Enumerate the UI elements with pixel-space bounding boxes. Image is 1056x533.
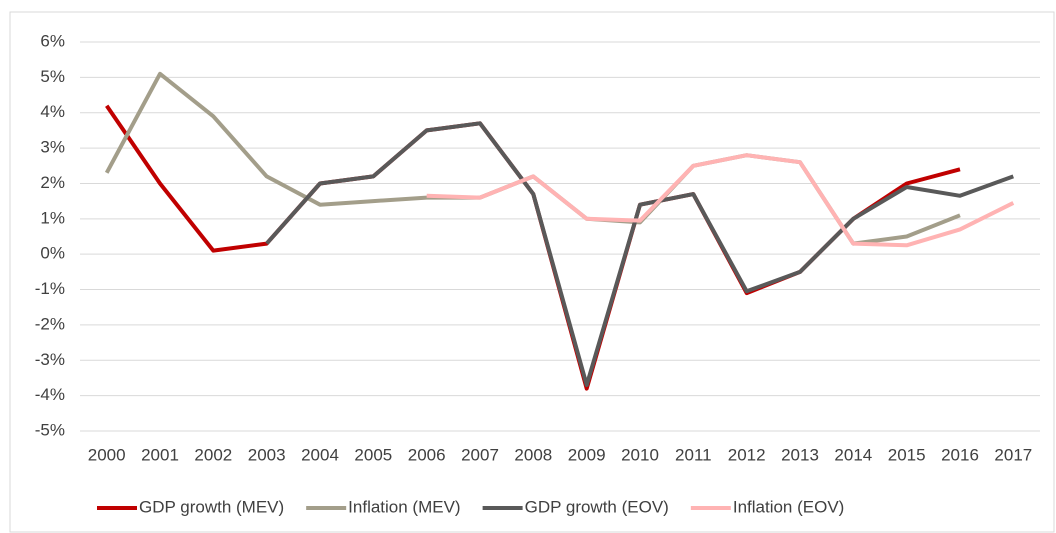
y-tick-label: -3% [35, 350, 65, 369]
y-tick-label: -2% [35, 314, 65, 333]
x-tick-label: 2017 [994, 445, 1032, 464]
x-tick-label: 2000 [88, 445, 126, 464]
x-tick-label: 2006 [408, 445, 446, 464]
y-tick-label: -5% [35, 420, 65, 439]
y-tick-label: 2% [40, 173, 65, 192]
y-tick-label: 4% [40, 102, 65, 121]
x-tick-label: 2010 [621, 445, 659, 464]
data-line [265, 121, 1014, 387]
data-line [426, 153, 1015, 248]
legend-label: Inflation (EOV) [733, 497, 845, 516]
x-tick-label: 2002 [194, 445, 232, 464]
x-tick-label: 2004 [301, 445, 339, 464]
x-tick-label: 2015 [888, 445, 926, 464]
x-tick-label: 2014 [834, 445, 872, 464]
y-tick-label: 1% [40, 208, 65, 227]
x-tick-label: 2009 [568, 445, 606, 464]
x-tick-label: 2001 [141, 445, 179, 464]
chart-frame [9, 11, 1055, 533]
legend-label: Inflation (MEV) [348, 497, 460, 516]
y-tick-label: 6% [40, 31, 65, 50]
x-tick-label: 2016 [941, 445, 979, 464]
x-tick-label: 2003 [248, 445, 286, 464]
y-tick-label: -1% [35, 279, 65, 298]
y-tick-label: 3% [40, 138, 65, 157]
x-tick-label: 2013 [781, 445, 819, 464]
y-tick-label: 0% [40, 244, 65, 263]
x-tick-label: 2005 [354, 445, 392, 464]
x-tick-label: 2007 [461, 445, 499, 464]
y-tick-label: -4% [35, 385, 65, 404]
legend-label: GDP growth (EOV) [525, 497, 669, 516]
x-tick-label: 2008 [514, 445, 552, 464]
x-tick-label: 2012 [728, 445, 766, 464]
legend-label: GDP growth (MEV) [139, 497, 284, 516]
y-tick-label: 5% [40, 67, 65, 86]
x-tick-label: 2011 [675, 445, 712, 464]
